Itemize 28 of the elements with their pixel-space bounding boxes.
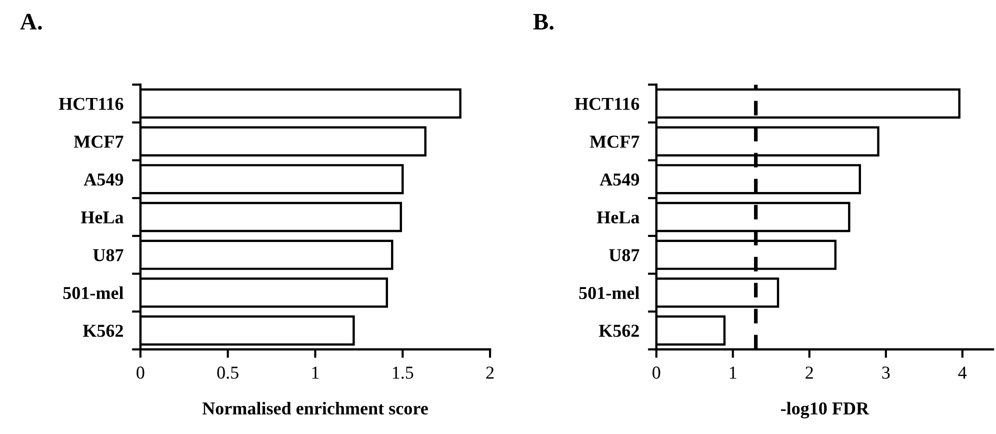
x-tick-label: 0 xyxy=(652,366,660,379)
y-tick-label: HCT116 xyxy=(574,98,640,110)
y-tick-label: HCT116 xyxy=(58,98,124,110)
x-tick-label: 1 xyxy=(730,366,736,379)
y-tick-label: U87 xyxy=(609,249,640,262)
x-tick-label: 1 xyxy=(312,366,319,379)
chart-title: A. xyxy=(20,14,42,30)
y-tick-label: A549 xyxy=(84,173,124,186)
x-tick-label: 3 xyxy=(882,366,890,379)
x-tick-label: 2 xyxy=(486,366,494,379)
y-tick-label: 501-mel xyxy=(63,286,124,300)
x-axis-title: -log10 FDR xyxy=(780,402,870,418)
y-tick-label: MCF7 xyxy=(590,136,640,148)
y-tick-label: U87 xyxy=(93,249,124,262)
y-tick-label: HeLa xyxy=(596,211,640,224)
y-tick-label: K562 xyxy=(598,324,639,337)
x-tick-label: 1.5 xyxy=(392,366,414,379)
y-tick-label: K562 xyxy=(82,324,123,337)
x-tick-label: 2 xyxy=(806,366,813,379)
y-tick-label: MCF7 xyxy=(74,136,124,148)
x-tick-label: 0.5 xyxy=(217,366,238,379)
chart-title: B. xyxy=(533,14,554,30)
x-tick-label: 4 xyxy=(958,366,967,379)
y-tick-label: 501-mel xyxy=(579,286,640,300)
x-axis-title: Normalised enrichment score xyxy=(202,402,428,415)
x-tick-label: 0 xyxy=(136,366,144,379)
y-tick-label: A549 xyxy=(600,173,640,186)
y-tick-label: HeLa xyxy=(80,211,124,224)
